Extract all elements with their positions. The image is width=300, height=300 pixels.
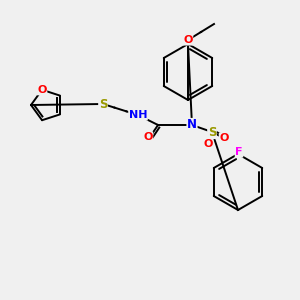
Text: NH: NH <box>129 110 147 120</box>
Text: O: O <box>183 35 193 45</box>
Text: O: O <box>38 85 47 95</box>
Text: N: N <box>187 118 197 131</box>
Text: S: S <box>99 98 107 110</box>
Text: O: O <box>203 139 213 149</box>
Text: O: O <box>143 132 153 142</box>
Text: O: O <box>219 133 229 143</box>
Text: F: F <box>235 147 243 157</box>
Text: S: S <box>208 125 216 139</box>
